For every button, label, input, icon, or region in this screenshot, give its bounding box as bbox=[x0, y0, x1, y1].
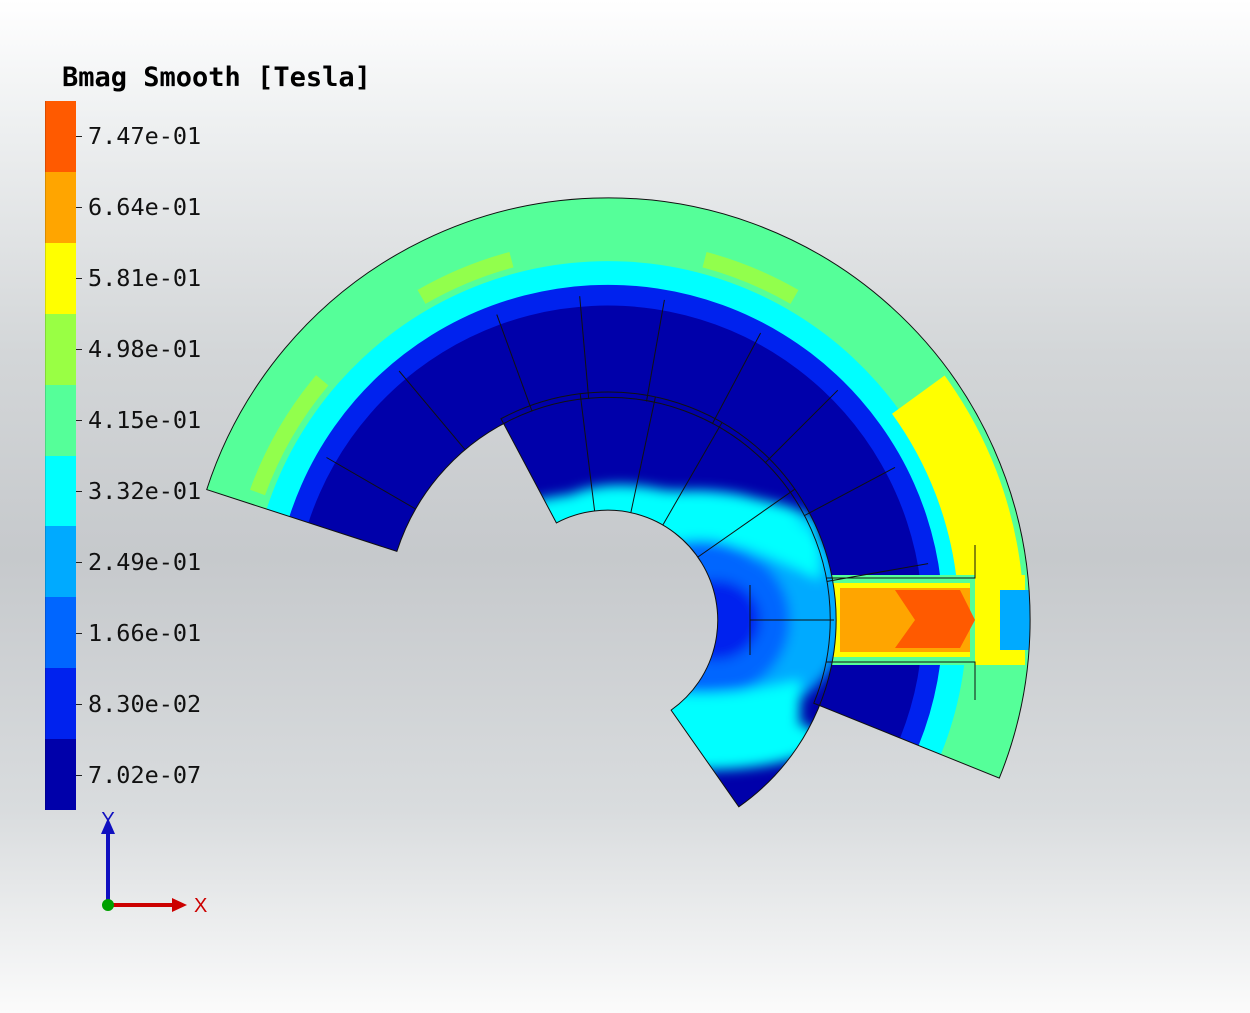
slot-divider-line bbox=[398, 370, 466, 451]
color-scale-tick-mark bbox=[76, 349, 82, 351]
color-scale-tick-label: 3.32e-01 bbox=[88, 476, 202, 505]
color-scale-tick-mark bbox=[76, 561, 82, 563]
slot-divider-line bbox=[803, 466, 896, 517]
slot-divider-line bbox=[326, 457, 416, 510]
color-scale-segment bbox=[45, 455, 76, 527]
color-scale-tick-label: 2.49e-01 bbox=[88, 547, 202, 576]
color-scale-bar bbox=[45, 101, 76, 811]
yoke-flux-region bbox=[417, 252, 514, 304]
color-scale-tick-mark bbox=[76, 774, 82, 776]
x-axis-label: X bbox=[194, 895, 207, 917]
tooth-outline bbox=[826, 545, 976, 700]
color-scale-tick-mark bbox=[76, 207, 82, 209]
yoke-flux-region bbox=[250, 375, 329, 496]
color-scale-tick-mark bbox=[76, 490, 82, 492]
stator-outline bbox=[206, 197, 1031, 779]
rotor-flux-region bbox=[670, 580, 760, 660]
tooth-flux-region bbox=[1000, 590, 1030, 650]
yoke-flux-region bbox=[702, 252, 799, 304]
slot-divider-line bbox=[496, 314, 533, 412]
color-scale-tick-label: 1.66e-01 bbox=[88, 618, 202, 647]
color-scale-tick-label: 4.15e-01 bbox=[88, 406, 202, 435]
tooth-flux-peak bbox=[895, 590, 975, 648]
color-scale-tick-label: 5.81e-01 bbox=[88, 264, 202, 293]
color-scale-tick-label: 4.98e-01 bbox=[88, 335, 202, 364]
axis-triad: Y X bbox=[90, 808, 220, 918]
slot-divider-line bbox=[764, 389, 839, 464]
color-scale-tick-label: 7.47e-01 bbox=[88, 122, 202, 151]
color-scale-tick-mark bbox=[76, 632, 82, 634]
color-scale-segment bbox=[45, 597, 76, 669]
color-scale-segment bbox=[45, 668, 76, 740]
color-scale-tick-mark bbox=[76, 420, 82, 422]
color-scale-tick-label: 6.64e-01 bbox=[88, 193, 202, 222]
color-scale-tick-mark bbox=[76, 278, 82, 280]
rotor-outline bbox=[500, 391, 837, 808]
color-scale-segment bbox=[45, 242, 76, 314]
slot-divider-line bbox=[711, 332, 762, 425]
color-scale-tick-mark bbox=[76, 136, 82, 138]
color-scale-segment bbox=[45, 739, 76, 811]
color-scale-segment bbox=[45, 101, 76, 172]
color-scale-segment bbox=[45, 526, 76, 598]
slot-divider-line bbox=[579, 296, 590, 399]
y-axis-label: Y bbox=[101, 809, 114, 831]
color-scale-segment bbox=[45, 313, 76, 385]
rotor-divider-line bbox=[697, 488, 796, 558]
slot-divider-line bbox=[646, 299, 665, 402]
slot-divider-line bbox=[826, 563, 929, 582]
stator-region bbox=[206, 197, 1031, 779]
rotor-divider-line bbox=[630, 396, 656, 513]
yoke-flux-region bbox=[892, 375, 1022, 584]
legend-title: Bmag Smooth [Tesla] bbox=[62, 62, 371, 93]
rotor-divider-line bbox=[579, 393, 596, 511]
color-scale-tick-mark bbox=[76, 703, 82, 705]
rotor-flux-region bbox=[560, 485, 820, 580]
color-scale-segment bbox=[45, 384, 76, 456]
color-scale-tick-label: 8.30e-02 bbox=[88, 689, 202, 718]
color-scale-segment bbox=[45, 171, 76, 243]
rotor-divider-line bbox=[749, 585, 834, 655]
color-scale-tick-label: 7.02e-07 bbox=[88, 760, 202, 789]
rotor-divider-line bbox=[662, 422, 723, 525]
